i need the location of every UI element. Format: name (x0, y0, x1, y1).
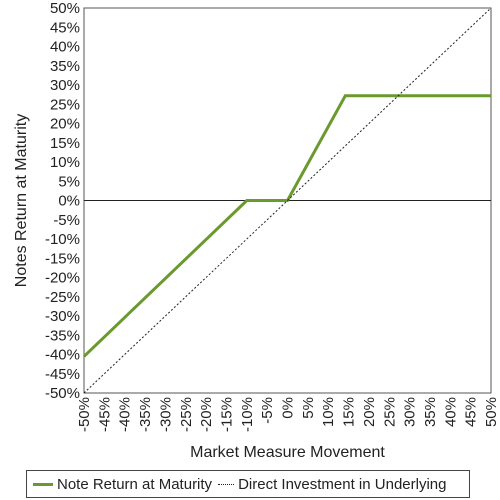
x-tick-label: -45% (96, 397, 113, 432)
y-tick-label: -50% (45, 385, 80, 402)
x-tick-label: 50% (483, 397, 500, 427)
chart-legend: Note Return at Maturity Direct Investmen… (26, 470, 470, 498)
x-tick-label: 25% (381, 397, 398, 427)
x-tick-label: -15% (218, 397, 235, 432)
y-tick-label: 35% (50, 58, 80, 75)
y-tick-label: 20% (50, 116, 80, 133)
x-tick-label: 40% (442, 397, 459, 427)
x-tick-label: 45% (463, 397, 480, 427)
y-axis-title: Notes Return at Maturity (13, 114, 30, 287)
y-tick-label: 40% (50, 39, 80, 56)
x-tick-label: 5% (300, 397, 317, 419)
y-tick-label: -5% (53, 212, 80, 229)
x-tick-label: 30% (402, 397, 419, 427)
x-tick-label: 10% (320, 397, 337, 427)
y-tick-label: 15% (50, 135, 80, 152)
series-line-note-return (82, 94, 491, 358)
y-tick-label: 30% (50, 77, 80, 94)
x-tick-label: -25% (178, 397, 195, 432)
y-tick-label: -20% (45, 270, 80, 287)
x-tick-label: 35% (422, 397, 439, 427)
payoff-chart: -50% -45% -40% -35% -30% -25% -20% -15% -10% -5% 0… (13, 0, 500, 461)
y-tick-label: 45% (50, 19, 80, 36)
x-tick-label: -10% (239, 397, 256, 432)
legend-swatch-dotted (218, 483, 235, 485)
y-tick-label: 0% (58, 193, 80, 210)
x-tick-label: -35% (137, 397, 154, 432)
series-line-direct-investment (83, 7, 492, 394)
x-tick-label: 15% (341, 397, 358, 427)
y-tick-label: 10% (50, 154, 80, 171)
legend-label-direct-investment: Direct Investment in Underlying (238, 475, 447, 493)
x-tick-label: 20% (361, 397, 378, 427)
y-tick-label: 50% (50, 0, 80, 17)
x-tick-label: 0% (280, 397, 297, 419)
y-tick-label: -15% (45, 250, 80, 267)
legend-item-direct-investment: Direct Investment in Underlying (212, 476, 446, 493)
legend-swatch-solid (33, 482, 53, 486)
legend-label-note-return: Note Return at Maturity (57, 475, 213, 493)
y-tick-label: -35% (45, 327, 80, 344)
y-tick-label: -10% (45, 231, 80, 248)
x-tick-label: -50% (76, 397, 93, 432)
y-tick-label: 5% (58, 173, 80, 190)
legend-item-note-return: Note Return at Maturity (33, 476, 212, 493)
y-tick-label: -30% (45, 308, 80, 325)
y-tick-label: -40% (45, 347, 80, 364)
y-tick-label: 25% (50, 96, 80, 113)
x-tick-label: -5% (259, 397, 276, 424)
x-tick-label: -30% (157, 397, 174, 432)
x-tick-label: -40% (117, 397, 134, 432)
y-tick-label: -45% (45, 366, 80, 383)
y-tick-label: -25% (45, 289, 80, 306)
x-tick-label: -20% (198, 397, 215, 432)
x-axis-title: Market Measure Movement (190, 444, 385, 461)
